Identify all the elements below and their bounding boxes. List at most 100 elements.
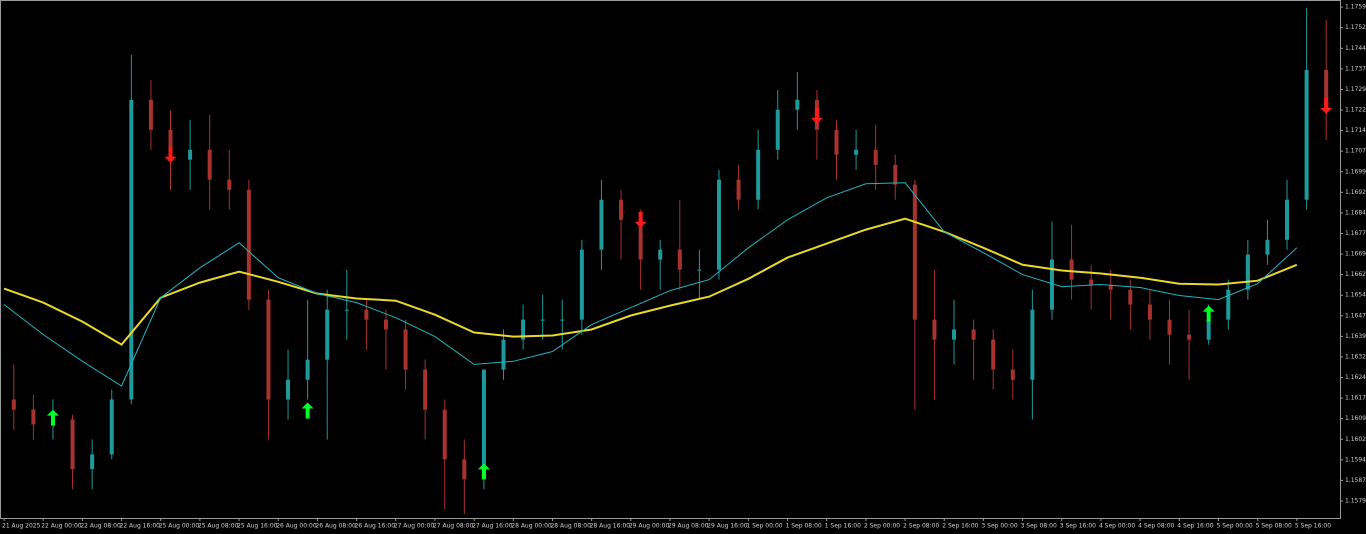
y-tick-label: 1.16095 <box>1345 415 1366 422</box>
candle-body <box>168 129 173 160</box>
candle-body <box>893 164 898 185</box>
x-tick-label: 22 Aug 16:00 <box>120 523 161 530</box>
candle-body <box>677 249 682 270</box>
candle-body <box>1187 334 1192 340</box>
candle-body <box>638 219 643 260</box>
x-tick-label: 4 Sep 08:00 <box>1138 523 1174 530</box>
y-tick-label: 1.15870 <box>1345 477 1366 484</box>
x-tick-label: 28 Aug 00:00 <box>511 523 552 530</box>
y-tick-label: 1.16020 <box>1345 436 1366 443</box>
y-tick-label: 1.16920 <box>1345 189 1366 196</box>
x-tick-label: 27 Aug 08:00 <box>433 523 474 530</box>
candle-body <box>658 249 663 260</box>
candle-body <box>1147 304 1152 320</box>
candle-body <box>795 99 800 110</box>
candle-body <box>579 249 584 320</box>
candle-body <box>716 179 721 270</box>
candle-body <box>501 339 506 370</box>
moving-average <box>3 217 1298 346</box>
y-tick-label: 1.16320 <box>1345 353 1366 360</box>
candle-body <box>952 329 957 340</box>
candle-body <box>188 149 193 160</box>
x-tick-label: 5 Sep 00:00 <box>1216 523 1252 530</box>
x-tick-label: 25 Aug 00:00 <box>159 523 200 530</box>
y-tick-label: 1.16245 <box>1345 374 1366 381</box>
candle-body <box>266 299 271 400</box>
x-tick-label: 26 Aug 08:00 <box>315 523 356 530</box>
x-tick-label: 29 Aug 16:00 <box>707 523 748 530</box>
candle-body <box>873 149 878 165</box>
y-tick-label: 1.16995 <box>1345 168 1366 175</box>
x-tick-label: 1 Sep 16:00 <box>825 523 861 530</box>
x-tick-label: 28 Aug 08:00 <box>550 523 591 530</box>
candle-body <box>1010 369 1015 380</box>
y-tick-label: 1.16620 <box>1345 271 1366 278</box>
candle-body <box>775 109 780 150</box>
sell-arrow <box>810 107 823 124</box>
candle-body <box>90 454 95 470</box>
x-tick-label: 29 Aug 00:00 <box>629 523 670 530</box>
candle-body <box>1206 319 1211 340</box>
y-tick-label: 1.16470 <box>1345 312 1366 319</box>
sell-arrow <box>1320 97 1333 114</box>
candle-body <box>11 399 16 410</box>
y-tick-label: 1.17595 <box>1345 4 1366 11</box>
candle-body <box>148 99 153 130</box>
candle-body <box>462 459 467 480</box>
candle-body <box>1265 239 1270 255</box>
y-tick-label: 1.17295 <box>1345 86 1366 93</box>
x-tick-label: 1 Sep 00:00 <box>746 523 782 530</box>
y-tick-label: 1.16170 <box>1345 395 1366 402</box>
x-tick-label: 5 Sep 16:00 <box>1295 523 1331 530</box>
candle-body <box>1089 279 1094 285</box>
candle-body <box>932 319 937 340</box>
x-tick-label: 3 Sep 08:00 <box>1021 523 1057 530</box>
candle-body <box>129 99 134 400</box>
moving-average <box>3 182 1298 387</box>
x-tick-label: 5 Sep 08:00 <box>1256 523 1292 530</box>
candle-body <box>521 319 526 340</box>
y-tick-label: 1.16545 <box>1345 292 1366 299</box>
y-tick-label: 1.17220 <box>1345 107 1366 114</box>
candle-body <box>481 369 486 480</box>
candle-body <box>31 409 36 425</box>
candle-body <box>756 149 761 200</box>
buy-arrow <box>477 463 490 480</box>
candle-body <box>697 269 702 271</box>
candle-body <box>1245 254 1250 290</box>
x-tick-label: 21 Aug 2025 <box>2 523 41 530</box>
candle-body <box>1324 69 1329 110</box>
candle-body <box>1030 309 1035 380</box>
sell-arrow <box>634 211 647 228</box>
x-tick-label: 4 Sep 16:00 <box>1177 523 1213 530</box>
x-tick-label: 2 Sep 16:00 <box>942 523 978 530</box>
x-tick-label: 27 Aug 00:00 <box>394 523 435 530</box>
x-tick-label: 3 Sep 16:00 <box>1060 523 1096 530</box>
x-tick-label: 1 Sep 08:00 <box>786 523 822 530</box>
candle-body <box>286 379 291 400</box>
candle-body <box>442 409 447 460</box>
candle-body <box>207 149 212 180</box>
x-tick-label: 26 Aug 16:00 <box>355 523 396 530</box>
candle-body <box>619 199 624 220</box>
candle-body <box>854 149 859 155</box>
plot-frame <box>0 0 1341 519</box>
candle-body <box>991 339 996 370</box>
y-tick-label: 1.15945 <box>1345 456 1366 463</box>
sell-arrow <box>164 146 177 163</box>
x-tick-label: 28 Aug 16:00 <box>590 523 631 530</box>
x-tick-label: 25 Aug 08:00 <box>198 523 239 530</box>
buy-arrow <box>301 402 314 419</box>
y-tick-label: 1.16770 <box>1345 230 1366 237</box>
y-tick-label: 1.16845 <box>1345 209 1366 216</box>
x-tick-label: 29 Aug 08:00 <box>668 523 709 530</box>
y-tick-label: 1.17070 <box>1345 148 1366 155</box>
candle-body <box>1304 69 1309 200</box>
candle-body <box>971 329 976 340</box>
x-tick-label: 2 Sep 00:00 <box>864 523 900 530</box>
candle-body <box>1167 319 1172 335</box>
candle-body <box>109 399 114 455</box>
candle-body <box>912 184 917 320</box>
candle-body <box>305 359 310 380</box>
